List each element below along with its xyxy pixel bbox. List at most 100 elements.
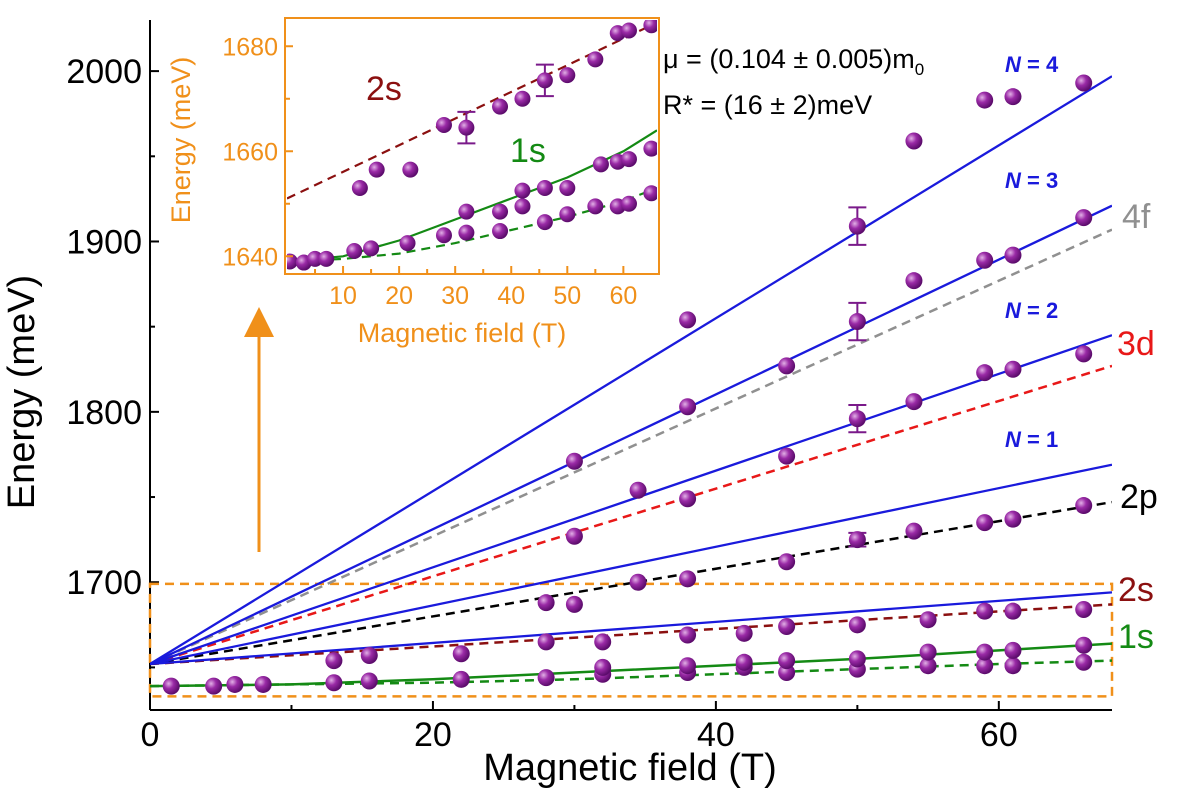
data-point xyxy=(594,633,612,651)
data-point xyxy=(848,531,866,549)
highlight-box xyxy=(148,582,1114,698)
data-point xyxy=(905,272,923,290)
inset-y-axis-label: Energy (meV) xyxy=(166,57,196,224)
data-point xyxy=(360,672,378,690)
data-point xyxy=(537,633,555,651)
level-label-n1: N = 1 xyxy=(1005,427,1058,452)
data-point xyxy=(848,616,866,634)
data-point xyxy=(778,553,796,571)
data-point xyxy=(848,650,866,668)
inset-data-point xyxy=(620,22,637,39)
y-tick-label: 1800 xyxy=(66,394,142,432)
inset-data-point xyxy=(318,250,335,267)
data-point xyxy=(1004,246,1022,264)
inset-data-point xyxy=(492,223,509,240)
inset-data-point xyxy=(514,198,531,215)
inset-data-point xyxy=(620,195,637,212)
y-tick-label: 1900 xyxy=(66,223,142,261)
inset-x-tick-label: 30 xyxy=(441,282,469,310)
data-point xyxy=(325,674,343,692)
inset-data-point xyxy=(287,253,298,270)
data-point xyxy=(565,527,583,545)
inset-data-point xyxy=(458,119,475,136)
series-line-n-2 xyxy=(150,334,1112,666)
inset-x-tick-label: 40 xyxy=(497,282,525,310)
data-point xyxy=(679,311,697,329)
data-point xyxy=(452,670,470,688)
inset-data-point xyxy=(536,214,553,231)
inset-x-tick-label: 50 xyxy=(553,282,581,310)
data-point xyxy=(976,251,994,269)
inset-x-axis-label: Magnetic field (T) xyxy=(358,318,567,348)
inset-data-point xyxy=(346,243,363,259)
x-tick-label: 40 xyxy=(697,716,735,754)
data-point xyxy=(778,447,796,465)
data-point xyxy=(778,357,796,375)
data-point xyxy=(1004,360,1022,378)
data-point xyxy=(162,677,180,695)
data-point xyxy=(735,624,753,642)
level-label-n4: N = 4 xyxy=(1005,52,1059,77)
data-point xyxy=(1004,602,1022,620)
inset-frame xyxy=(284,17,660,275)
inset-x-tick-label: 10 xyxy=(329,282,357,310)
rydberg-annotation: R* = (16 ± 2)meV xyxy=(663,90,872,120)
inset-data-point xyxy=(351,180,368,196)
inset-chart: 1640 1660 1680 10 20 30 40 50 60 Energy (meV) Ma… xyxy=(166,17,660,348)
data-point xyxy=(848,313,866,331)
y-tick-label: 1700 xyxy=(66,564,142,602)
inset-y-tick-label: 1660 xyxy=(222,138,278,166)
series-line-4f xyxy=(150,228,1112,666)
inset-x-tick-label: 60 xyxy=(609,282,637,310)
inset-x-tick-label: 20 xyxy=(385,282,413,310)
data-point xyxy=(679,657,697,675)
level-label-n2: N = 2 xyxy=(1005,298,1058,323)
inset-label-1s: 1s xyxy=(510,132,546,170)
data-point xyxy=(976,657,994,675)
data-point xyxy=(679,570,697,588)
data-point xyxy=(537,669,555,687)
inset-data-point xyxy=(402,161,419,178)
curve-label-3d: 3d xyxy=(1117,325,1155,363)
inset-data-point xyxy=(559,67,576,84)
data-point xyxy=(778,664,796,682)
x-tick-label: 60 xyxy=(980,716,1018,754)
inset-data-point xyxy=(514,182,531,199)
data-point xyxy=(594,658,612,676)
data-point xyxy=(1004,510,1022,528)
inset-data-point xyxy=(399,235,416,252)
data-point xyxy=(905,393,923,411)
data-point xyxy=(1075,497,1093,515)
inset-data-points xyxy=(287,20,657,271)
series-line-2s xyxy=(287,21,657,200)
data-point xyxy=(905,522,923,540)
inset-data-point xyxy=(643,185,657,202)
inset-label-2s: 2s xyxy=(366,70,402,108)
data-point xyxy=(254,675,272,693)
data-point xyxy=(1075,345,1093,363)
series-line-n-1 xyxy=(150,463,1112,666)
data-point xyxy=(848,217,866,235)
x-axis-label: Magnetic field (T) xyxy=(483,747,777,789)
data-point xyxy=(629,573,647,591)
y-tick-label: 2000 xyxy=(66,53,142,91)
inset-data-point xyxy=(536,72,553,89)
inset-data-point xyxy=(587,51,604,68)
y-axis-label: Energy (meV) xyxy=(1,275,43,509)
data-point xyxy=(679,626,697,644)
data-point xyxy=(976,643,994,661)
curve-label-4f: 4f xyxy=(1122,198,1151,236)
data-point xyxy=(976,514,994,532)
data-point xyxy=(325,652,343,670)
data-point xyxy=(1075,209,1093,227)
inset-data-point xyxy=(620,151,637,168)
inset-data-point xyxy=(458,224,475,241)
data-point xyxy=(905,132,923,150)
data-point xyxy=(226,675,244,693)
main-error-bars xyxy=(848,206,867,548)
inset-data-point xyxy=(643,140,657,157)
data-point xyxy=(778,618,796,636)
x-tick-label: 20 xyxy=(414,716,452,754)
data-point xyxy=(205,677,223,695)
